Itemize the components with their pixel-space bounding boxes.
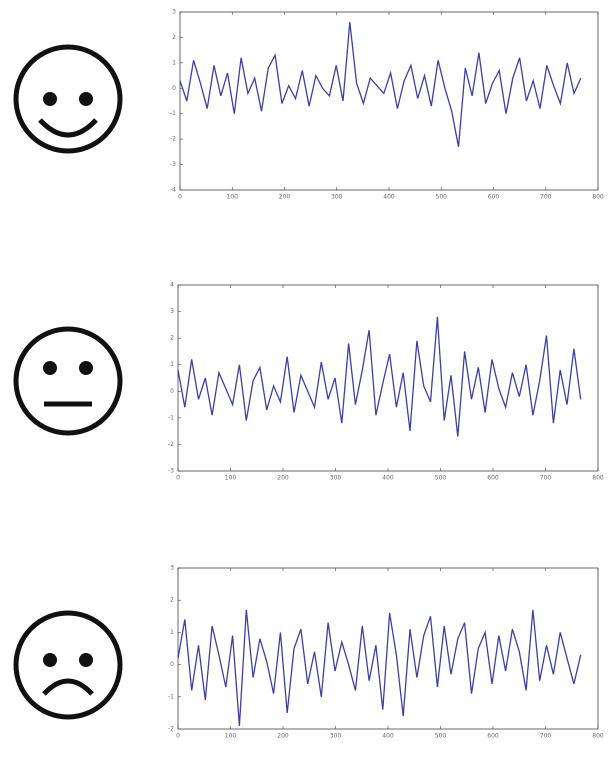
y-tick-label: 3 [170, 308, 174, 315]
x-tick-label: 600 [487, 733, 499, 740]
x-tick-label: 100 [225, 475, 237, 482]
x-tick-label: 0 [176, 733, 180, 740]
x-tick-label: 400 [382, 733, 394, 740]
y-tick-label: 3 [172, 9, 176, 16]
x-tick-label: 200 [277, 475, 289, 482]
y-tick-label: -2 [170, 136, 176, 143]
eye [43, 92, 57, 106]
x-tick-label: 300 [330, 475, 342, 482]
x-tick-label: 100 [227, 194, 239, 201]
line [179, 22, 582, 147]
x-tick-label: 100 [225, 733, 237, 740]
y-tick-label: 3 [170, 565, 174, 572]
x-tick-label: 500 [436, 194, 448, 201]
face-outline [13, 44, 123, 154]
x-tick-label: 300 [331, 194, 343, 201]
y-tick-label: -4 [170, 187, 176, 194]
y-tick-label: 4 [170, 282, 174, 289]
x-tick-label: 800 [592, 733, 604, 740]
face-outline [13, 326, 123, 436]
line [177, 609, 582, 726]
x-tick-label: 600 [488, 194, 500, 201]
y-tick-label: -2 [168, 726, 174, 733]
y-tick-label: -2 [168, 441, 174, 448]
sad-face [13, 610, 123, 720]
x-tick-label: 0 [178, 194, 182, 201]
y-tick-label: -3 [170, 161, 176, 168]
x-tick-label: 400 [383, 194, 395, 201]
x-tick-label: 600 [487, 475, 499, 482]
x-tick-label: 700 [540, 194, 552, 201]
eye [43, 653, 57, 667]
eye [79, 92, 93, 106]
y-tick-label: -1 [170, 110, 176, 117]
x-tick-label: 700 [540, 475, 552, 482]
y-tick-label: 2 [170, 597, 174, 604]
face-outline [13, 610, 123, 720]
y-tick-label: 2 [170, 335, 174, 342]
happy-face [13, 44, 123, 154]
y-tick-label: 1 [170, 629, 174, 636]
x-tick-label: 0 [176, 475, 180, 482]
plot-frame [179, 11, 599, 191]
x-tick-label: 500 [435, 733, 447, 740]
y-tick-label: 0 [172, 85, 176, 92]
x-tick-label: 800 [592, 194, 604, 201]
eye [79, 361, 93, 375]
y-tick-label: 0 [170, 388, 174, 395]
y-tick-label: -3 [168, 468, 174, 475]
neutral-face [13, 326, 123, 436]
x-tick-label: 800 [592, 475, 604, 482]
y-tick-label: -1 [168, 693, 174, 700]
x-tick-label: 400 [382, 475, 394, 482]
x-tick-label: 200 [277, 733, 289, 740]
mouth [42, 678, 94, 696]
x-tick-label: 300 [330, 733, 342, 740]
y-tick-label: 0 [170, 661, 174, 668]
y-tick-label: 1 [170, 361, 174, 368]
eye [79, 653, 93, 667]
x-tick-label: 700 [540, 733, 552, 740]
x-tick-label: 500 [435, 475, 447, 482]
mouth [38, 118, 98, 138]
eye [43, 361, 57, 375]
y-tick-label: 1 [172, 59, 176, 66]
y-tick-label: 2 [172, 34, 176, 41]
line [177, 316, 582, 437]
y-tick-label: -1 [168, 414, 174, 421]
x-tick-label: 200 [279, 194, 291, 201]
